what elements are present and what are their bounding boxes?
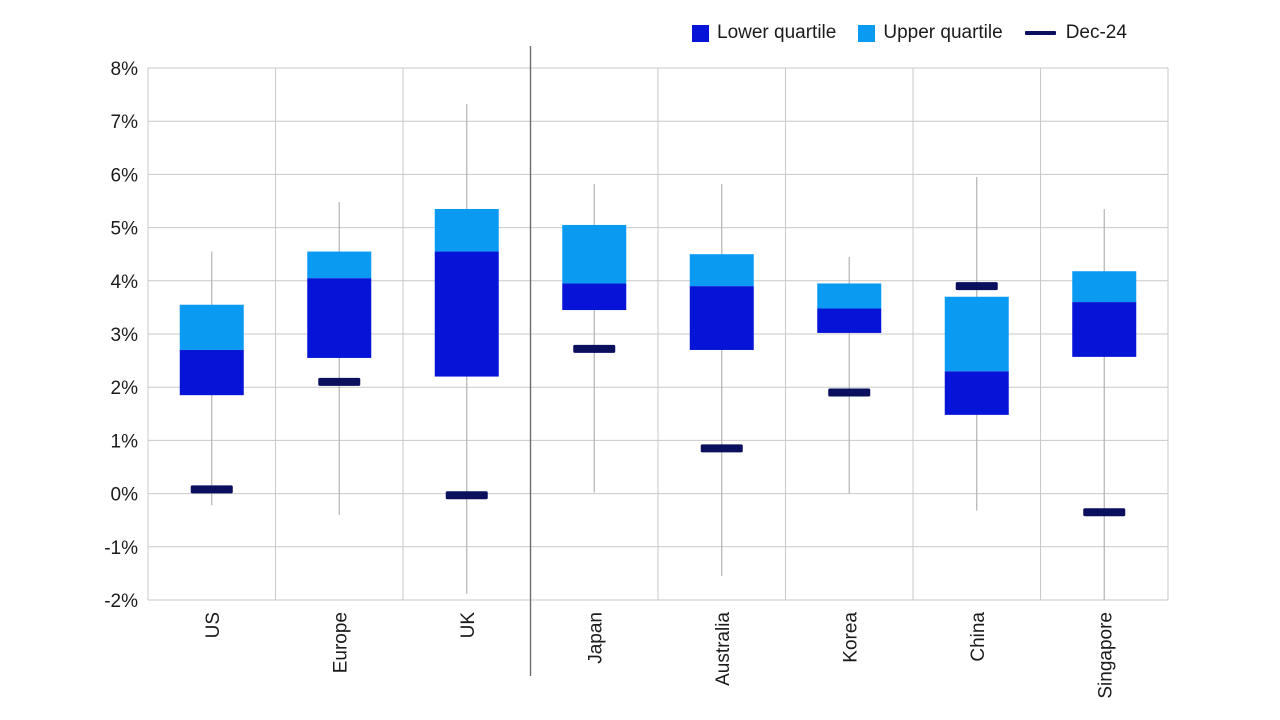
legend-label-upper-quartile: Upper quartile [883,22,1003,43]
upper-quartile-box [689,254,754,287]
dec-24-marker [445,491,488,500]
dec-24-marker [955,282,998,291]
dec-24-marker [190,485,233,494]
lower-quartile-box [562,283,627,311]
upper-quartile-box [944,296,1009,372]
legend-swatch-upper-quartile [858,24,876,42]
y-tick-label: 8% [111,59,139,80]
y-tick-label: -2% [104,591,138,612]
y-tick-label: 0% [111,485,139,506]
dec-24-marker [573,344,616,353]
y-tick-label: -1% [104,538,138,559]
dec-24-marker [318,377,361,386]
y-tick-label: 3% [111,325,139,346]
legend-line-dec-24 [1024,31,1056,35]
y-tick-label: 1% [111,431,139,452]
legend-item-upper-quartile: Upper quartile [858,22,1003,44]
upper-quartile-box [562,224,627,284]
y-tick-label: 4% [111,272,139,293]
legend-label-dec-24: Dec-24 [1065,22,1127,43]
upper-quartile-box [179,304,244,350]
x-tick-label: Singapore [1095,612,1116,699]
upper-quartile-box [1072,271,1137,303]
y-tick-label: 2% [111,378,139,399]
lower-quartile-box [179,349,244,396]
x-tick-label: US [203,612,224,638]
lower-quartile-box [434,251,499,377]
dec-24-marker [1083,508,1126,517]
x-tick-label: China [968,612,989,662]
upper-quartile-box [817,283,882,309]
upper-quartile-box [307,251,372,279]
dec-24-marker [700,444,743,453]
legend-label-lower-quartile: Lower quartile [717,22,837,43]
y-tick-label: 6% [111,165,139,186]
lower-quartile-box [1072,302,1137,357]
x-tick-label: Australia [713,612,734,686]
legend: Lower quartile Upper quartile Dec-24 [692,20,1127,46]
lower-quartile-box [944,371,1009,415]
legend-item-dec-24: Dec-24 [1024,22,1127,44]
y-tick-label: 7% [111,112,139,133]
lower-quartile-box [307,278,372,358]
x-tick-label: Japan [585,612,606,664]
x-tick-label: UK [458,612,479,639]
y-tick-label: 5% [111,219,139,240]
x-tick-label: Europe [330,612,351,673]
dec-24-marker [828,388,871,397]
lower-quartile-box [689,286,754,350]
lower-quartile-box [817,308,882,333]
x-tick-label: Korea [840,612,861,663]
upper-quartile-box [434,208,499,252]
legend-swatch-lower-quartile [692,24,709,42]
legend-item-lower-quartile: Lower quartile [692,22,836,44]
